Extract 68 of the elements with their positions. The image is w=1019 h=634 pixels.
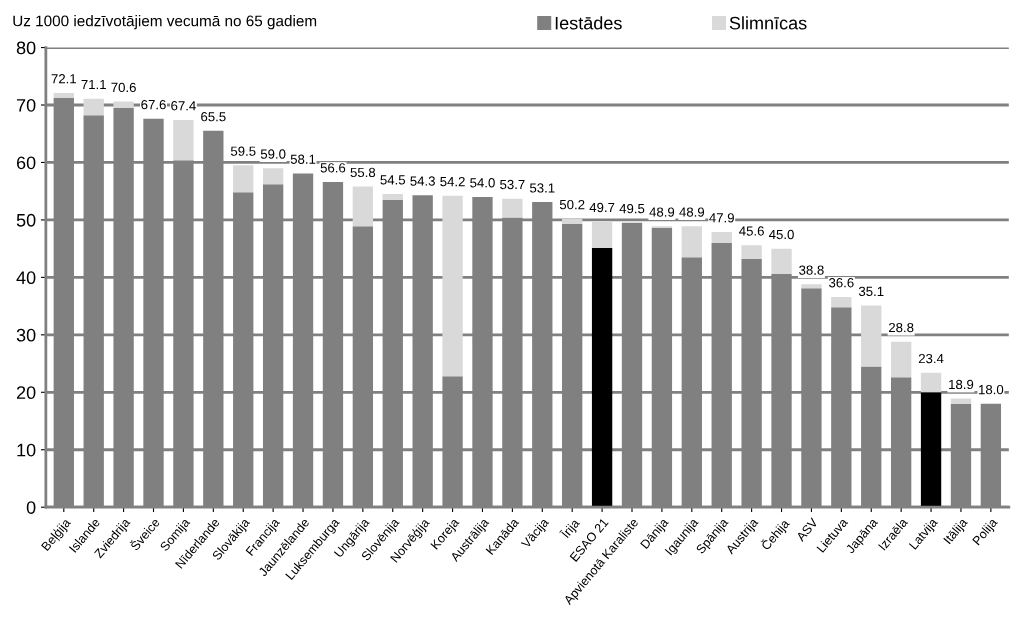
y-tick-label: 20 <box>16 386 36 400</box>
bar <box>352 186 374 227</box>
total-label: 67.6 <box>141 99 166 110</box>
bar <box>890 341 912 378</box>
total-label: 53.1 <box>529 183 555 193</box>
y-tick-label: 0 <box>26 501 36 514</box>
total-label: 36.6 <box>829 278 854 288</box>
total-label: 65.5 <box>201 112 226 122</box>
total-label: 28.8 <box>888 322 914 333</box>
total-label: 71.1 <box>81 79 106 90</box>
bar <box>502 198 523 218</box>
y-tick-label: 40 <box>16 271 36 285</box>
total-label: 70.6 <box>111 82 136 93</box>
y-tick-label: 30 <box>16 328 36 342</box>
bar <box>950 398 972 404</box>
total-label: 48.9 <box>679 207 705 217</box>
total-label: 58.1 <box>290 154 316 164</box>
bar <box>741 245 762 259</box>
bar <box>442 195 463 377</box>
total-label: 50.2 <box>559 199 585 210</box>
total-label: 38.8 <box>799 265 824 275</box>
bar <box>113 101 134 108</box>
bar <box>771 248 792 274</box>
bar <box>711 231 732 243</box>
bar <box>861 305 882 367</box>
total-label: 49.7 <box>589 202 615 213</box>
total-label: 49.5 <box>619 203 645 214</box>
legend-label: Slimnīcas <box>729 16 807 30</box>
total-label: 67.4 <box>171 101 196 111</box>
legend-label: Iestādes <box>555 16 622 30</box>
bar <box>591 221 613 249</box>
y-tick-label: 80 <box>16 41 36 55</box>
total-label: 56.6 <box>320 163 346 173</box>
total-label: 48.9 <box>649 207 675 217</box>
bar <box>53 92 74 99</box>
total-label: 45.6 <box>739 226 764 236</box>
total-label: 23.4 <box>918 353 944 364</box>
total-label: 45.0 <box>768 229 794 240</box>
bar <box>801 284 822 289</box>
total-label: 47.9 <box>709 213 734 223</box>
total-label: 54.0 <box>470 178 495 188</box>
y-tick-label: 70 <box>16 98 36 112</box>
bar <box>562 218 583 224</box>
bar <box>591 248 613 508</box>
bar <box>920 392 942 508</box>
total-label: 18.9 <box>949 379 974 390</box>
total-label: 59.5 <box>230 146 256 156</box>
bar <box>681 226 702 258</box>
total-label: 59.0 <box>260 149 286 159</box>
y-tick-label: 10 <box>17 443 36 457</box>
bar <box>83 98 104 116</box>
y-tick-label: 60 <box>16 156 36 170</box>
bar <box>920 372 942 393</box>
bar <box>173 119 194 161</box>
chart-title: Uz 1000 iedzīvotājiem vecumā no 65 gadiem <box>13 15 317 30</box>
bar <box>262 168 284 185</box>
total-label: 54.5 <box>380 175 406 185</box>
total-label: 18.0 <box>979 384 1004 395</box>
total-label: 54.3 <box>410 176 435 186</box>
bar <box>831 296 852 308</box>
total-label: 55.8 <box>350 167 376 178</box>
y-tick-label: 50 <box>16 213 36 227</box>
total-label: 53.7 <box>500 179 525 190</box>
total-label: 35.1 <box>858 286 884 297</box>
total-label: 54.2 <box>440 176 465 187</box>
total-label: 72.1 <box>51 74 76 84</box>
bar <box>233 165 254 193</box>
bar <box>382 194 403 200</box>
